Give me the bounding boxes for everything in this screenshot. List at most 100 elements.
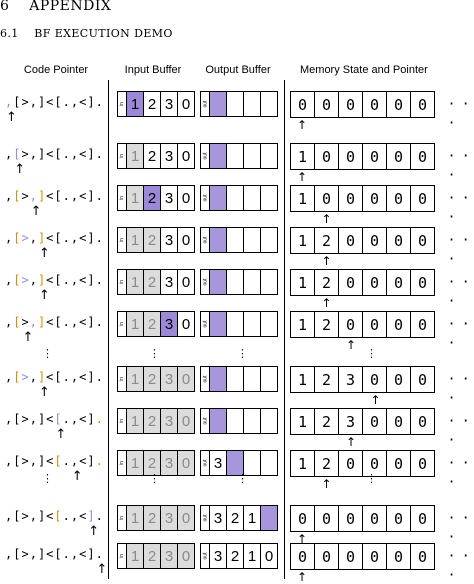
memory-cell: 0 xyxy=(363,450,387,477)
code-char: ] xyxy=(37,370,47,384)
memory-ellipsis: · · · xyxy=(449,314,471,352)
output-label-text: out xyxy=(201,320,208,328)
memory-cell: 0 xyxy=(363,91,387,118)
input-cell: 3 xyxy=(161,366,178,392)
code-char: ] xyxy=(87,315,96,329)
code-char: [ xyxy=(13,370,22,384)
output-cell xyxy=(261,227,278,253)
output-cell xyxy=(227,269,244,295)
memory-cell: 2 xyxy=(315,227,339,254)
code-char: [ xyxy=(13,315,22,329)
output-buffer: out 3 2 1 xyxy=(200,505,278,531)
output-buffer: out xyxy=(200,227,278,253)
memory-cell: 1 xyxy=(290,143,315,170)
output-cell xyxy=(261,450,278,476)
code-char: > xyxy=(21,547,30,561)
code-char: [ xyxy=(13,412,22,426)
header-code-pointer: Code Pointer xyxy=(23,64,89,76)
memory-pointer-arrow: ↑ xyxy=(297,118,308,132)
code-char: < xyxy=(79,147,88,161)
memory-cell: 0 xyxy=(290,505,315,532)
output-label-text: out xyxy=(201,417,208,425)
code-char: < xyxy=(46,273,55,287)
code-pointer-arrow: ↑ xyxy=(38,385,50,400)
code-char: < xyxy=(79,315,88,329)
input-cell: 3 xyxy=(161,227,178,253)
memory-ellipsis: · · · xyxy=(449,146,471,184)
code-char: . xyxy=(62,189,71,203)
code-pointer-arrow: ↑ xyxy=(38,288,50,303)
memory-cell: 0 xyxy=(387,311,411,338)
code-char: , xyxy=(70,509,80,523)
input-cell: 0 xyxy=(178,366,195,392)
code-pointer-arrow: ↑ xyxy=(38,246,50,261)
input-label-text: in xyxy=(119,516,125,520)
output-cell xyxy=(210,408,227,434)
code-char: . xyxy=(95,412,104,426)
code-char: < xyxy=(46,370,55,384)
bf-program-code: ,[>,]<[.,<]. xyxy=(5,412,104,426)
memory-ellipsis: · · · xyxy=(449,272,471,310)
code-pointer-step: ,[>,]<[.,<]. ↑ xyxy=(0,364,106,404)
bf-program-code: ,[>,]<[.,<]. xyxy=(5,273,104,287)
code-char: . xyxy=(62,412,71,426)
memory-cell: 0 xyxy=(411,185,435,212)
code-pointer-step: ,[>,]<[.,<]. ↑ xyxy=(0,183,106,223)
vertical-ellipsis: ⋮ xyxy=(42,347,53,360)
column-divider-left xyxy=(108,80,109,579)
memory-ellipsis: · · · xyxy=(449,230,471,268)
output-label-text: out xyxy=(201,236,208,244)
code-char: . xyxy=(95,95,104,109)
code-char: < xyxy=(79,412,88,426)
output-buffer: out xyxy=(200,143,278,169)
output-cell: 0 xyxy=(261,543,278,569)
output-cell xyxy=(244,185,261,211)
output-buffer-label: out xyxy=(200,543,210,569)
output-cell xyxy=(244,450,261,476)
code-char: , xyxy=(5,412,14,426)
input-cell: 0 xyxy=(178,269,195,295)
memory-ellipsis: · · · xyxy=(449,453,471,491)
column-divider-right xyxy=(284,80,285,579)
output-cell xyxy=(244,366,261,392)
code-char: < xyxy=(79,95,88,109)
input-cell: 2 xyxy=(144,450,161,476)
output-cell xyxy=(244,91,261,117)
code-char: < xyxy=(79,454,88,468)
memory-cell: 2 xyxy=(315,366,339,393)
input-buffer: in 1 2 3 0 xyxy=(117,143,195,169)
bf-program-code: ,[>,]<[.,<]. xyxy=(5,95,104,109)
code-char: > xyxy=(21,147,30,161)
output-label-text: out xyxy=(201,459,208,467)
memory-ellipsis: · · · xyxy=(449,188,471,226)
memory-pointer-arrow: ↑ xyxy=(346,338,357,352)
input-cell: 1 xyxy=(127,227,144,253)
memory-cell: 0 xyxy=(411,269,435,296)
memory-cell: 0 xyxy=(411,505,435,532)
code-char: ] xyxy=(87,273,96,287)
code-char: < xyxy=(79,189,88,203)
output-cell: 2 xyxy=(227,505,244,531)
bf-program-code: ,[>,]<[.,<]. xyxy=(5,315,104,329)
code-char: , xyxy=(29,147,38,161)
output-cell xyxy=(227,450,244,476)
memory-cell: 1 xyxy=(290,366,315,393)
code-pointer-step: ,[>,]<[.,<]. ↑ xyxy=(0,541,107,581)
input-cell: 2 xyxy=(144,505,161,531)
memory-pointer-arrow: ↑ xyxy=(321,254,332,268)
code-char: ] xyxy=(37,147,47,161)
output-cell: 3 xyxy=(210,543,227,569)
code-char: , xyxy=(5,315,14,329)
memory-cell: 0 xyxy=(411,543,435,570)
input-buffer: in 1 2 3 0 xyxy=(117,227,195,253)
code-char: , xyxy=(29,412,38,426)
memory-cell: 0 xyxy=(363,227,387,254)
output-buffer-label: out xyxy=(200,143,210,169)
code-char: , xyxy=(70,370,80,384)
code-char: ] xyxy=(37,412,47,426)
code-char: ] xyxy=(87,412,96,426)
code-pointer-arrow: ↑ xyxy=(30,204,42,219)
input-buffer: in 1 2 3 0 xyxy=(117,408,195,434)
